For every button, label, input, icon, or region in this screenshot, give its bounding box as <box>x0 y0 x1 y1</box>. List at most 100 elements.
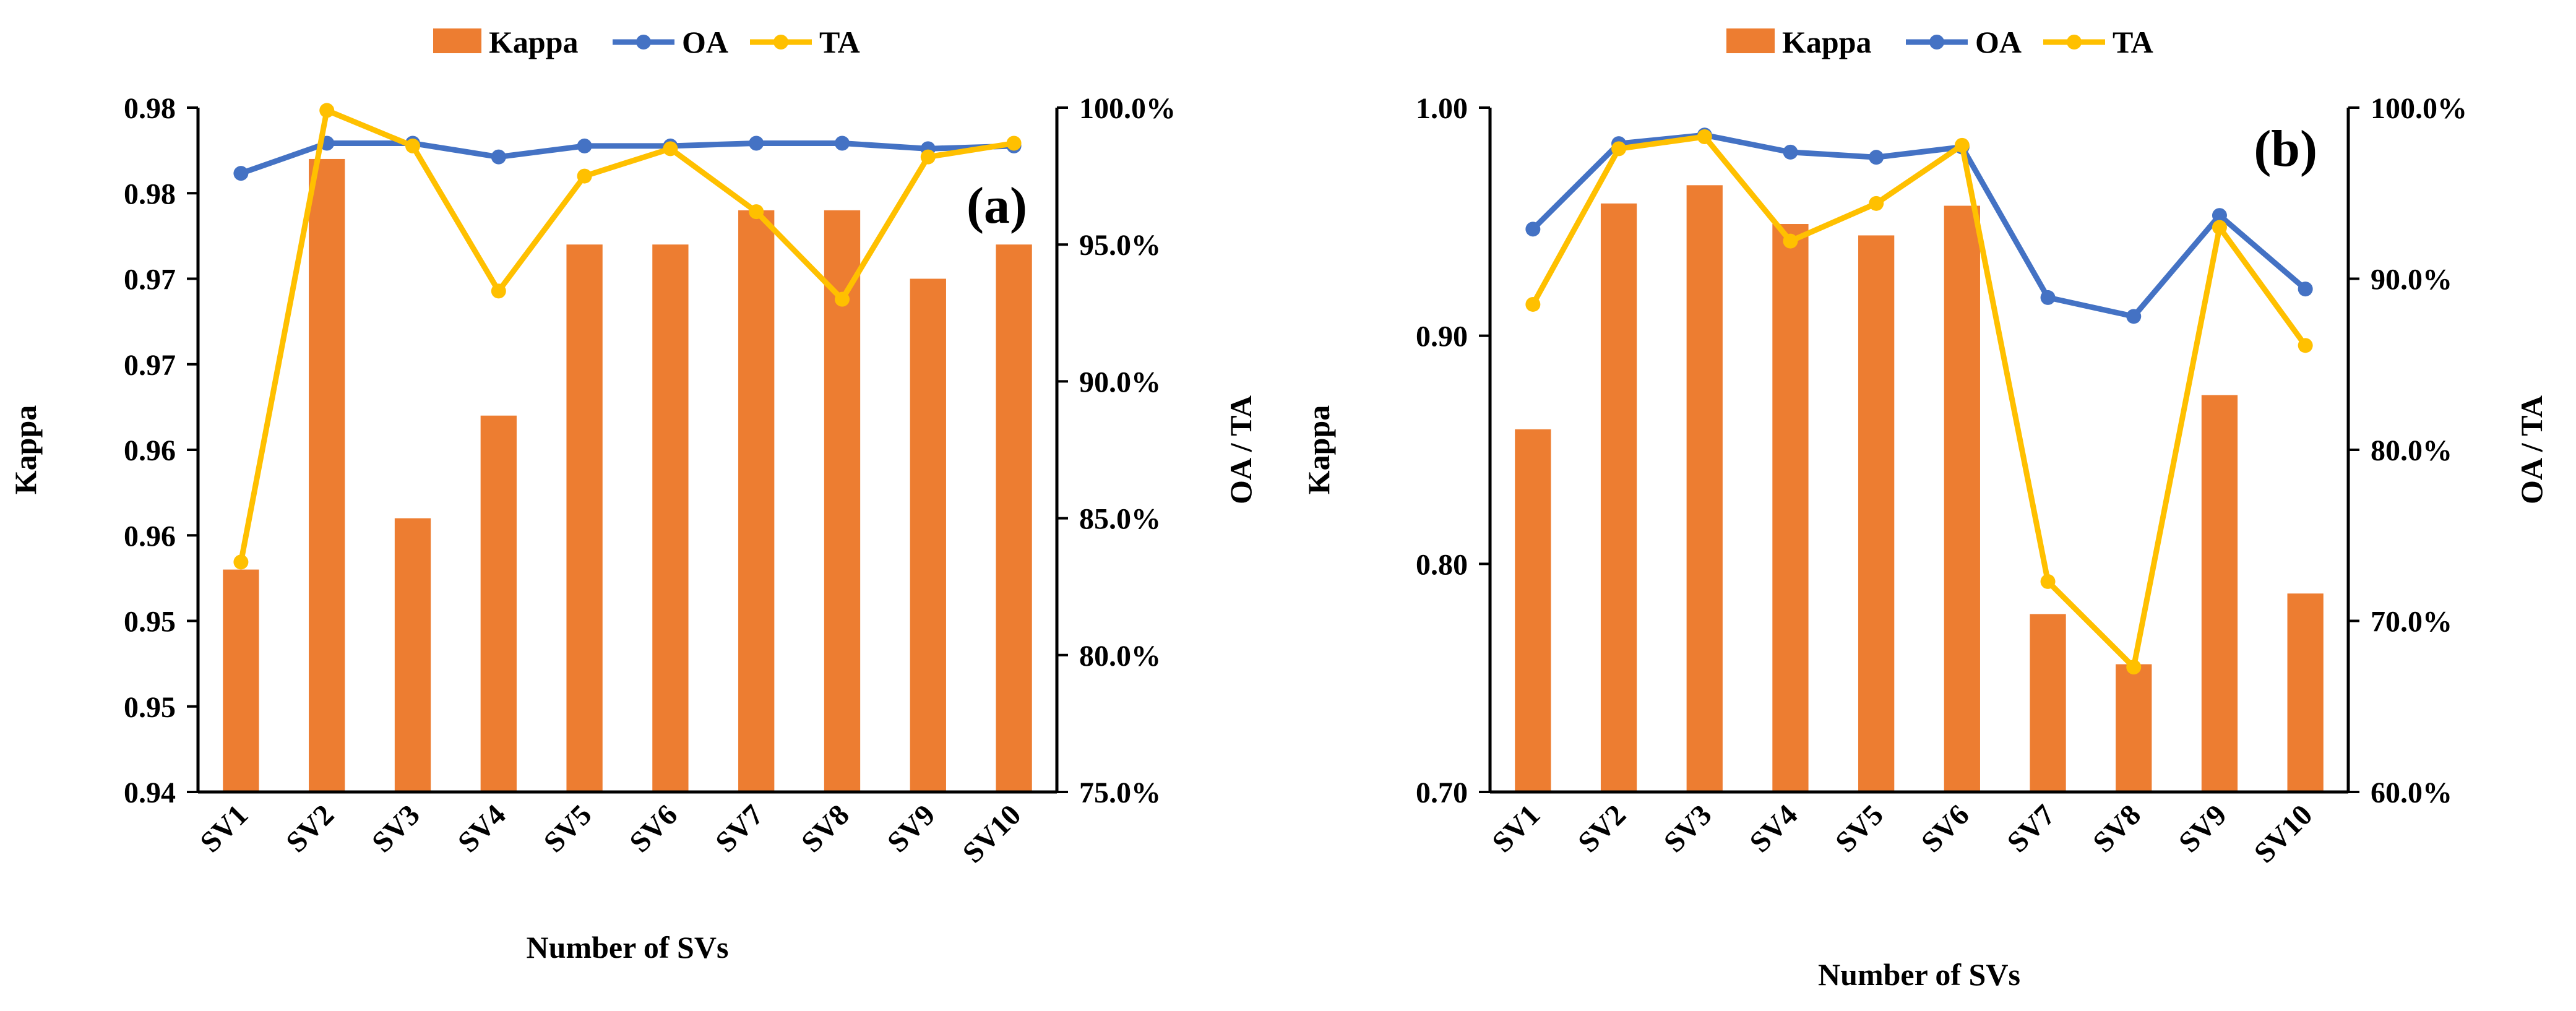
x-tick-label: SV5 <box>1829 798 1890 859</box>
y-tick-label: 0.95 <box>124 606 176 639</box>
bar-kappa-sv9 <box>910 278 946 792</box>
y2-tick-label: 75.0% <box>1079 777 1161 809</box>
x-tick-label: SV8 <box>795 798 856 859</box>
x-tick-label: SV7 <box>709 798 770 859</box>
point-oa-sv7 <box>2040 290 2056 305</box>
point-oa-sv9 <box>2212 208 2227 223</box>
x-axis-title: Number of SVs <box>1818 957 2020 992</box>
bar-kappa-sv9 <box>2201 395 2238 792</box>
legend-label-oa: OA <box>1975 25 2022 59</box>
y2-tick-label: 80.0% <box>1079 640 1161 673</box>
line-ta <box>238 107 1015 563</box>
x-tick-label: SV9 <box>881 798 942 859</box>
y-tick-label: 0.97 <box>124 349 176 382</box>
bar-kappa-sv3 <box>1686 185 1723 792</box>
point-ta-sv5 <box>1869 196 1884 211</box>
point-oa-sv8 <box>2126 309 2142 324</box>
panel-label: (a) <box>967 177 1027 234</box>
point-ta-sv10 <box>2298 338 2313 353</box>
x-tick-label: SV2 <box>280 798 340 859</box>
y-tick-label: 0.94 <box>124 777 176 809</box>
legend-marker-ta <box>773 35 788 49</box>
point-ta-sv9 <box>920 149 936 165</box>
legend-marker-ta <box>2067 35 2082 49</box>
y2-tick-label: 80.0% <box>2371 434 2452 467</box>
y-axis-title: Kappa <box>8 405 43 495</box>
point-oa-sv7 <box>749 136 764 151</box>
bar-kappa-sv4 <box>1772 224 1809 792</box>
legend-marker-oa <box>1929 35 1944 49</box>
bar-kappa-sv1 <box>223 569 259 792</box>
y-tick-label: 0.80 <box>1416 548 1468 581</box>
point-oa-sv10 <box>2298 282 2313 297</box>
point-ta-sv1 <box>233 554 249 570</box>
point-oa-sv5 <box>1869 150 1884 165</box>
y2-tick-label: 70.0% <box>2371 606 2452 639</box>
x-tick-label: SV3 <box>1658 798 1718 859</box>
y2-tick-label: 90.0% <box>2371 264 2452 296</box>
point-ta-sv4 <box>1783 233 1798 249</box>
bar-kappa-sv2 <box>309 158 345 792</box>
legend-label-kappa: Kappa <box>1782 25 1872 59</box>
bar-kappa-sv10 <box>2287 593 2324 792</box>
bar-kappa-sv1 <box>1515 429 1551 792</box>
y2-tick-label: 100.0% <box>2371 92 2467 125</box>
y-tick-label: 0.96 <box>124 520 176 553</box>
point-ta-sv2 <box>1611 141 1627 157</box>
point-ta-sv6 <box>663 141 678 157</box>
line-ta <box>1530 134 2308 670</box>
point-ta-sv7 <box>749 204 764 220</box>
x-tick-label: SV10 <box>957 798 1028 869</box>
legend-label-ta: TA <box>2113 25 2153 59</box>
chart-panel-1: 0.94 0.95 0.95 0.96 0.96 0.97 0.97 0.98 0.98 75.0… <box>8 25 1258 965</box>
x-tick-label: SV8 <box>2087 798 2147 859</box>
legend-marker-oa <box>636 35 651 49</box>
x-tick-label: SV1 <box>1486 798 1546 859</box>
y-tick-label: 0.90 <box>1416 321 1468 353</box>
point-ta-sv4 <box>491 283 506 299</box>
bar-kappa-sv7 <box>2030 614 2066 792</box>
point-oa-sv5 <box>577 138 592 153</box>
point-oa-sv4 <box>1783 144 1798 160</box>
x-tick-label: SV9 <box>2173 798 2233 859</box>
x-tick-label: SV7 <box>2001 798 2061 859</box>
y2-axis-title: OA / TA <box>1223 395 1258 504</box>
point-oa-sv4 <box>491 149 506 165</box>
point-ta-sv9 <box>2212 220 2227 235</box>
bar-kappa-sv2 <box>1600 203 1637 793</box>
x-tick-label: SV6 <box>1915 798 1976 859</box>
y-tick-label: 0.95 <box>124 691 176 724</box>
legend-swatch-kappa <box>433 28 481 53</box>
point-ta-sv8 <box>2126 660 2142 675</box>
y-tick-label: 0.98 <box>124 178 176 210</box>
bar-kappa-sv4 <box>480 415 517 792</box>
y2-axis-title: OA / TA <box>2514 395 2549 504</box>
y2-tick-label: 60.0% <box>2371 777 2452 809</box>
point-ta-sv2 <box>319 103 335 118</box>
y-tick-label: 0.96 <box>124 434 176 467</box>
point-ta-sv5 <box>577 168 592 184</box>
x-tick-label: SV6 <box>623 798 684 859</box>
bar-kappa-sv8 <box>824 210 861 792</box>
point-oa-sv1 <box>1525 222 1541 237</box>
bar-kappa-sv10 <box>996 244 1032 792</box>
bar-kappa-sv5 <box>566 244 603 792</box>
y2-tick-label: 95.0% <box>1079 229 1161 262</box>
x-tick-label: SV1 <box>194 798 254 859</box>
line-oa <box>239 140 1014 176</box>
point-oa-sv1 <box>233 166 249 181</box>
x-tick-label: SV10 <box>2248 798 2319 869</box>
y2-tick-label: 100.0% <box>1079 92 1176 125</box>
y2-tick-label: 85.0% <box>1079 503 1161 536</box>
bar-kappa-sv7 <box>738 210 775 792</box>
bar-kappa-sv6 <box>652 244 689 792</box>
bar-kappa-sv5 <box>1858 235 1895 792</box>
x-tick-label: SV5 <box>538 798 598 859</box>
y-tick-label: 0.70 <box>1416 777 1468 809</box>
bar-kappa-sv3 <box>394 518 431 792</box>
point-ta-sv1 <box>1525 296 1541 312</box>
x-tick-label: SV4 <box>1743 798 1804 859</box>
legend-swatch-kappa <box>1726 28 1775 53</box>
